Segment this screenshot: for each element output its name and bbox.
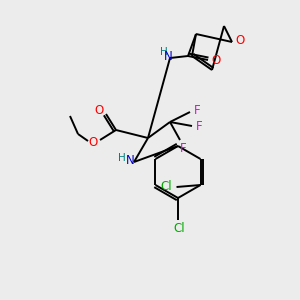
Text: F: F [180,142,186,154]
Text: N: N [126,154,134,166]
Text: O: O [236,34,244,47]
Text: O: O [88,136,98,148]
Text: F: F [196,119,202,133]
Text: H: H [160,47,168,57]
Text: H: H [118,153,126,163]
Text: F: F [194,104,200,118]
Text: O: O [212,53,220,67]
Text: Cl: Cl [161,181,172,194]
Text: N: N [164,50,172,64]
Text: Cl: Cl [173,221,185,235]
Text: O: O [94,103,103,116]
